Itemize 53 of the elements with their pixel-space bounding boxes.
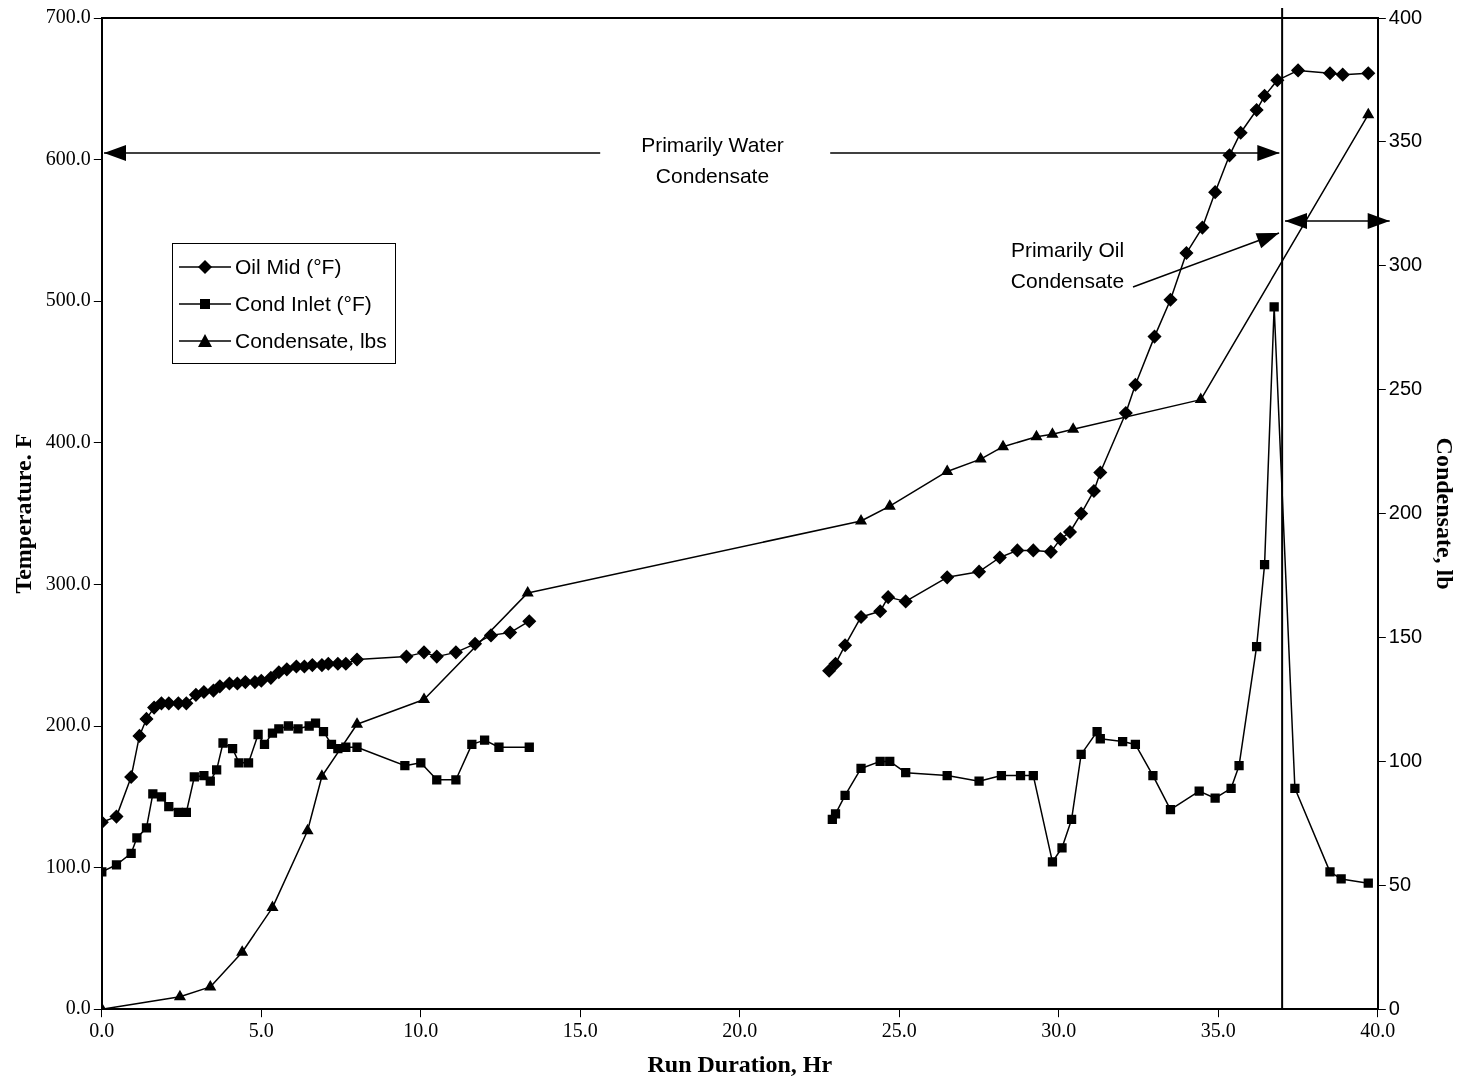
y-tick-label: 100.0 bbox=[45, 854, 91, 877]
point bbox=[522, 586, 534, 597]
y-tick-label: 0.0 bbox=[65, 996, 91, 1019]
y-tick-label: 500.0 bbox=[45, 288, 91, 311]
y-axis-title: Temperature. F bbox=[9, 433, 36, 594]
y2-tick-label: 0 bbox=[1388, 996, 1400, 1019]
point bbox=[1030, 430, 1043, 441]
point bbox=[884, 499, 896, 510]
point bbox=[316, 770, 328, 780]
point bbox=[997, 440, 1009, 451]
annotation: Primarily Oil Condensate bbox=[1009, 237, 1126, 294]
point bbox=[855, 514, 867, 525]
legend-label: Oil Mid (°F) bbox=[235, 254, 342, 279]
x-tick-label: 30.0 bbox=[1041, 1019, 1077, 1042]
y2-tick-label: 350 bbox=[1388, 129, 1423, 152]
y2-tick-label: 100 bbox=[1388, 748, 1423, 771]
x-tick-label: 40.0 bbox=[1360, 1019, 1396, 1042]
x-axis-title: Run Duration, Hr bbox=[647, 1050, 833, 1077]
y-tick-label: 700.0 bbox=[45, 5, 91, 28]
x-tick-label: 20.0 bbox=[722, 1019, 758, 1042]
point bbox=[174, 990, 186, 1001]
point bbox=[941, 465, 953, 475]
point bbox=[351, 717, 363, 728]
y2-tick-label: 250 bbox=[1388, 377, 1423, 400]
y-tick-label: 200.0 bbox=[45, 713, 91, 736]
x-tick-label: 10.0 bbox=[403, 1019, 439, 1042]
point bbox=[1195, 393, 1207, 404]
point bbox=[1067, 423, 1079, 433]
y-tick-label: 300.0 bbox=[45, 571, 91, 594]
point bbox=[418, 693, 430, 703]
y-tick-label: 600.0 bbox=[45, 146, 91, 169]
x-tick-label: 35.0 bbox=[1200, 1019, 1236, 1042]
point bbox=[975, 452, 987, 463]
y2-tick-label: 150 bbox=[1388, 625, 1423, 648]
y2-axis-title: Condensate, lb bbox=[1432, 437, 1459, 590]
point bbox=[1362, 108, 1374, 119]
y2-tick-label: 400 bbox=[1388, 5, 1423, 28]
y-tick-label: 400.0 bbox=[45, 430, 91, 453]
y2-tick-label: 300 bbox=[1388, 253, 1423, 276]
point bbox=[236, 945, 248, 956]
x-tick-label: 15.0 bbox=[562, 1019, 598, 1042]
x-tick-label: 25.0 bbox=[881, 1019, 917, 1042]
point bbox=[302, 824, 314, 835]
x-tick-label: 5.0 bbox=[248, 1019, 274, 1042]
y2-tick-label: 50 bbox=[1388, 872, 1412, 895]
annotation: Primarily Water Condensate bbox=[640, 132, 785, 189]
point bbox=[204, 980, 216, 991]
y2-tick-label: 200 bbox=[1388, 501, 1423, 524]
legend-label: Cond Inlet (°F) bbox=[235, 291, 372, 316]
legend-label: Condensate, lbs bbox=[235, 328, 387, 353]
point bbox=[1046, 428, 1058, 438]
point bbox=[266, 901, 278, 912]
x-tick-label: 0.0 bbox=[89, 1019, 115, 1042]
